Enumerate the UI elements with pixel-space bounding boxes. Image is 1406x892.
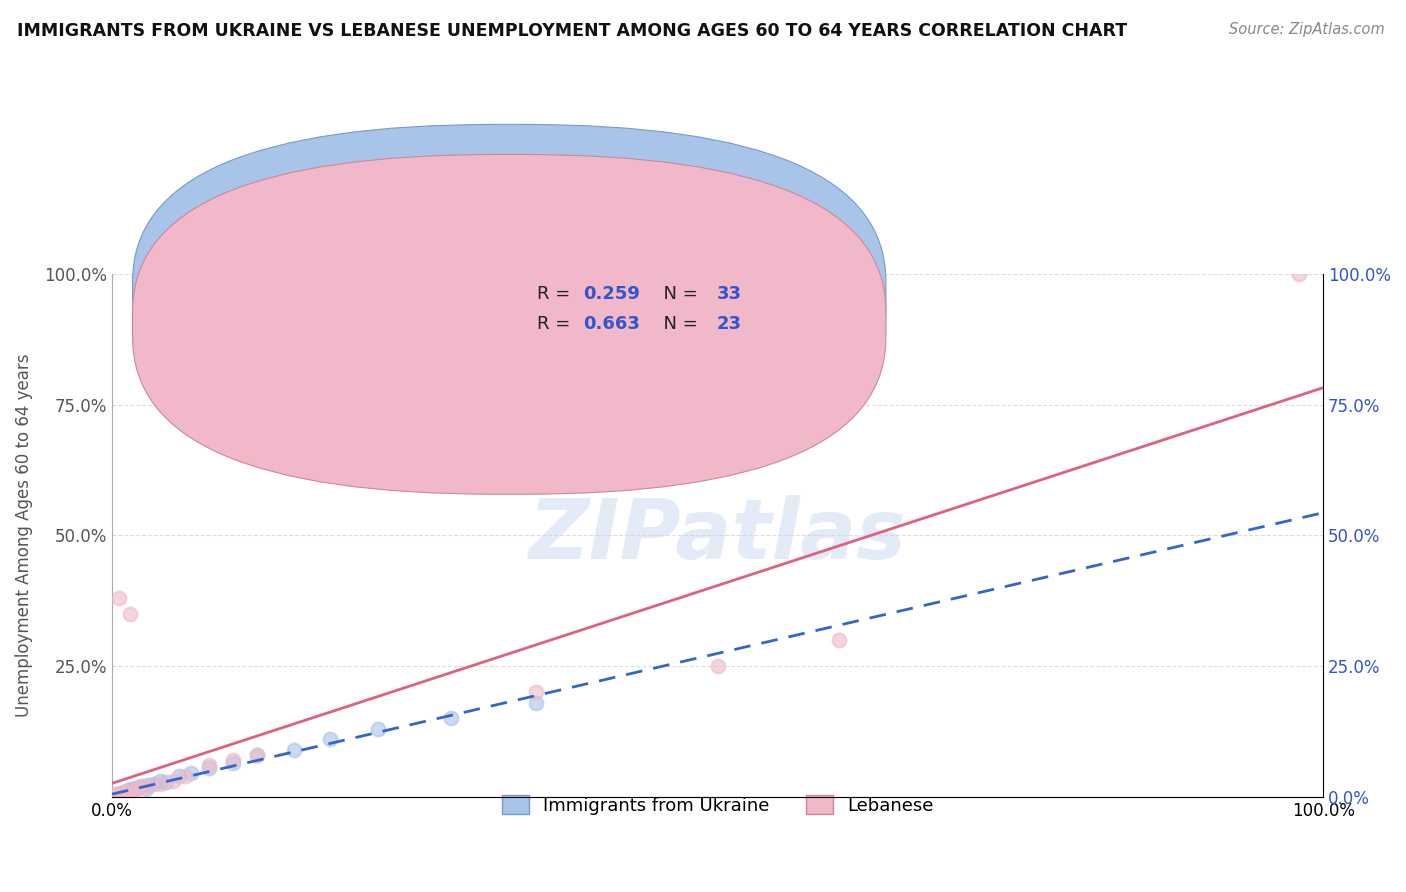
Point bbox=[180, 766, 202, 780]
Point bbox=[111, 786, 134, 800]
Text: ZIPatlas: ZIPatlas bbox=[529, 495, 907, 576]
Point bbox=[120, 784, 142, 798]
Point bbox=[112, 785, 135, 799]
Text: 0.259: 0.259 bbox=[583, 285, 640, 303]
Point bbox=[120, 782, 142, 797]
Point bbox=[103, 789, 125, 803]
Point bbox=[108, 787, 131, 801]
Point bbox=[1288, 267, 1310, 281]
Point bbox=[131, 780, 153, 795]
Text: N =: N = bbox=[652, 316, 703, 334]
Text: 0.663: 0.663 bbox=[583, 316, 640, 334]
Point bbox=[107, 788, 129, 802]
Text: N =: N = bbox=[652, 285, 703, 303]
Point bbox=[111, 787, 134, 801]
Point bbox=[162, 774, 184, 789]
Point bbox=[118, 786, 141, 800]
Point bbox=[136, 778, 159, 792]
Text: 23: 23 bbox=[716, 316, 741, 334]
Point bbox=[827, 632, 849, 647]
Point bbox=[104, 788, 127, 802]
Point bbox=[120, 607, 142, 621]
Point bbox=[122, 783, 145, 797]
Point bbox=[246, 747, 269, 762]
Point bbox=[105, 788, 128, 802]
Point bbox=[108, 591, 131, 606]
Point bbox=[136, 780, 159, 794]
Point bbox=[524, 696, 547, 710]
Point bbox=[131, 780, 153, 794]
Point bbox=[283, 743, 305, 757]
Point bbox=[115, 784, 138, 798]
Point bbox=[114, 785, 136, 799]
FancyBboxPatch shape bbox=[132, 124, 886, 464]
Text: Source: ZipAtlas.com: Source: ZipAtlas.com bbox=[1229, 22, 1385, 37]
Point bbox=[107, 787, 129, 801]
Point bbox=[135, 781, 157, 796]
Point bbox=[112, 784, 135, 798]
Point bbox=[222, 753, 245, 767]
Text: 33: 33 bbox=[716, 285, 741, 303]
Text: IMMIGRANTS FROM UKRAINE VS LEBANESE UNEMPLOYMENT AMONG AGES 60 TO 64 YEARS CORRE: IMMIGRANTS FROM UKRAINE VS LEBANESE UNEM… bbox=[17, 22, 1128, 40]
Point bbox=[173, 769, 195, 783]
Point bbox=[110, 788, 132, 802]
Point bbox=[128, 780, 150, 795]
Y-axis label: Unemployment Among Ages 60 to 64 years: Unemployment Among Ages 60 to 64 years bbox=[15, 353, 32, 717]
Point bbox=[440, 711, 463, 725]
Point bbox=[149, 774, 172, 789]
Text: R =: R = bbox=[537, 285, 576, 303]
Point bbox=[143, 777, 166, 791]
Point bbox=[122, 781, 145, 796]
Point bbox=[125, 781, 148, 796]
Point bbox=[111, 786, 134, 800]
Point bbox=[198, 758, 221, 772]
Point bbox=[103, 789, 125, 803]
Text: R =: R = bbox=[537, 316, 576, 334]
Point bbox=[105, 787, 128, 801]
Point bbox=[125, 781, 148, 796]
Point bbox=[319, 732, 342, 747]
Point bbox=[524, 685, 547, 699]
Point bbox=[167, 769, 190, 783]
Legend: Immigrants from Ukraine, Lebanese: Immigrants from Ukraine, Lebanese bbox=[495, 788, 941, 822]
Point bbox=[198, 761, 221, 775]
Point bbox=[367, 722, 389, 736]
Point bbox=[104, 788, 127, 802]
FancyBboxPatch shape bbox=[481, 279, 766, 339]
Point bbox=[246, 747, 269, 762]
Point bbox=[706, 659, 728, 673]
Point bbox=[149, 777, 172, 791]
Point bbox=[155, 775, 177, 789]
FancyBboxPatch shape bbox=[132, 154, 886, 494]
Point bbox=[115, 783, 138, 797]
Point bbox=[222, 756, 245, 770]
